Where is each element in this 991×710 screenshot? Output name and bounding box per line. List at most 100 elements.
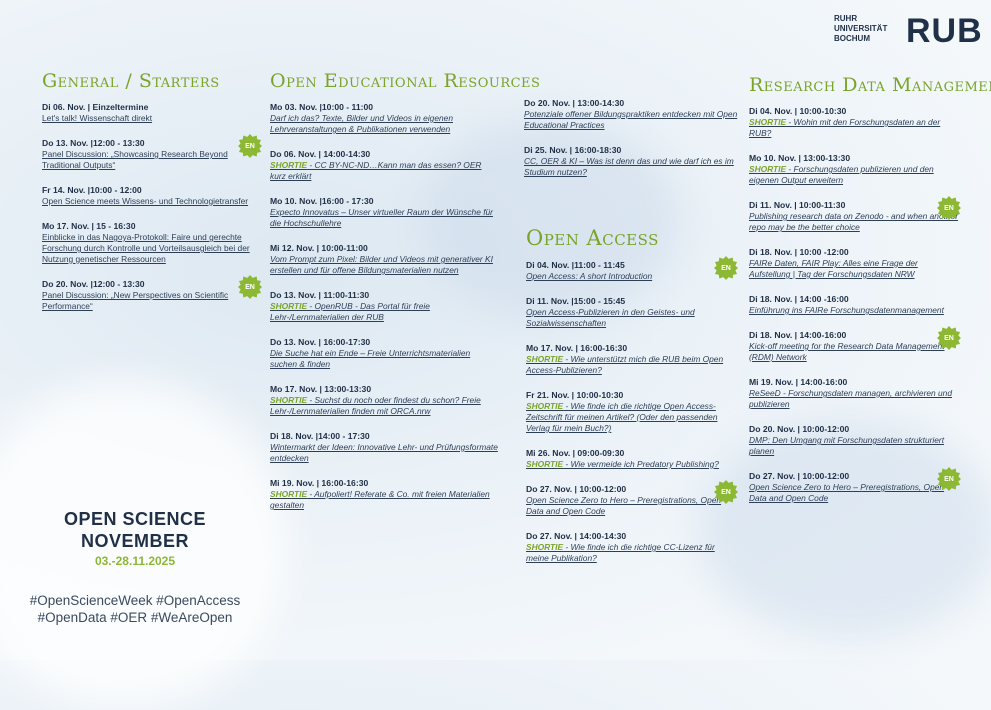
event-link[interactable]: Open Access: A short Introduction	[526, 271, 738, 282]
event-title: CC, OER & KI – Was ist denn das und wie …	[524, 156, 734, 177]
event-date: Do 27. Nov. | 10:00-12:00	[749, 471, 850, 481]
shortie-label: SHORTIE	[749, 117, 787, 127]
event-link[interactable]: ReSeeD - Forschungsdaten managen, archiv…	[749, 388, 959, 410]
event-date: Mo 17. Nov. | 15 - 16:30	[42, 221, 136, 231]
event-link[interactable]: SHORTIE - Wie finde ich die richtige CC-…	[526, 542, 738, 564]
event-title: - Wie finde ich die richtige Open Access…	[526, 401, 718, 433]
shortie-label: SHORTIE	[526, 354, 564, 364]
event-link[interactable]: CC, OER & KI – Was ist denn das und wie …	[524, 156, 742, 178]
event-link[interactable]: Kick-off meeting for the Research Data M…	[749, 341, 959, 363]
event-item: Di 11. Nov. | 10:00-11:30 Publishing rese…	[749, 196, 961, 233]
event-link[interactable]: Einblicke in das Nagoya-Protokoll: Faire…	[42, 232, 260, 265]
event-title: - CC BY-NC-ND…Kann man das essen? OER ku…	[270, 160, 482, 181]
campaign-line-1: OPEN SCIENCE	[63, 509, 207, 529]
event-link[interactable]: SHORTIE - Aufpoliert! Referate & Co. mit…	[270, 489, 498, 511]
shortie-label: SHORTIE	[270, 301, 308, 311]
event-title: Expecto Innovatus – Unser virtueller Rau…	[270, 207, 493, 228]
event-item: Do 13. Nov. |12:00 - 13:30 Panel Discussi…	[42, 134, 262, 171]
event-link[interactable]: Wintermarkt der Ideen: Innovative Lehr- …	[270, 442, 498, 464]
event-link[interactable]: FAIRe Daten, FAIR Play: Alles eine Frage…	[749, 258, 959, 280]
event-link[interactable]: Publishing research data on Zenodo - and…	[749, 211, 959, 233]
event-date: Di 18. Nov. |14:00 - 17:30	[270, 431, 370, 441]
event-title: - Suchst du noch oder findest du schon? …	[270, 395, 481, 416]
logo-line-1: RUHR	[834, 14, 858, 23]
event-link[interactable]: Open Access-Publizieren in den Geistes- …	[526, 307, 738, 329]
event-link[interactable]: Einführung ins FAIRe Forschungsdatenmana…	[749, 305, 959, 316]
event-item: Fr 21. Nov. | 10:00-10:30 SHORTIE - Wie f…	[526, 390, 738, 434]
event-link[interactable]: SHORTIE - Wie unterstützt mich die RUB b…	[526, 354, 738, 376]
event-list: Di 04. Nov. |11:00 - 11:45 Open Access: A…	[526, 256, 738, 564]
logo-mark: RUB	[906, 12, 983, 50]
event-list: Mo 03. Nov. |10:00 - 11:00 Darf ich das? …	[270, 102, 498, 511]
event-link[interactable]: Open Science Zero to Hero – Preregistrat…	[526, 495, 738, 517]
event-title: - Wie finde ich die richtige CC-Lizenz f…	[526, 542, 715, 563]
event-date: Mi 19. Nov. | 14:00-16:00	[749, 377, 848, 387]
event-item: Di 18. Nov. | 10:00 -12:00 FAIRe Daten, F…	[749, 247, 959, 280]
campaign-dates: 03.-28.11.2025	[94, 554, 176, 568]
event-link[interactable]: Expecto Innovatus – Unser virtueller Rau…	[270, 207, 498, 229]
event-list: Di 04. Nov. | 10:00-10:30 SHORTIE - Wohin…	[749, 106, 961, 504]
campaign-title: OPEN SCIENCE NOVEMBER 03.-28.11.2025	[40, 508, 230, 568]
event-item: Mo 17. Nov. | 16:00-16:30 SHORTIE - Wie u…	[526, 343, 738, 376]
event-link[interactable]: Darf ich das? Texte, Bilder und Videos i…	[270, 113, 498, 135]
event-date: Di 11. Nov. | 10:00-11:30	[749, 200, 846, 210]
event-date: Do 06. Nov. | 14:00-14:30	[270, 149, 371, 159]
event-link[interactable]: SHORTIE - OpenRUB - Das Portal für freie…	[270, 301, 498, 323]
event-title: Darf ich das? Texte, Bilder und Videos i…	[270, 113, 453, 134]
event-item: Mo 10. Nov. | 13:00-13:30 SHORTIE - Forsc…	[749, 153, 959, 186]
event-link[interactable]: DMP: Den Umgang mit Forschungsdaten stru…	[749, 435, 959, 457]
event-item: Do 20. Nov. | 10:00-12:00 DMP: Den Umgang…	[749, 424, 959, 457]
event-date: Mi 12. Nov. | 10:00-11:00	[270, 243, 368, 253]
event-item: Fr 14. Nov. |10:00 - 12:00 Open Science m…	[42, 185, 260, 207]
event-item: Mi 19. Nov. | 14:00-16:00 ReSeeD - Forsch…	[749, 377, 959, 410]
section-title-open-access: Open Access	[526, 226, 659, 250]
event-date: Mi 26. Nov. | 09:00-09:30	[526, 448, 625, 458]
event-link[interactable]: SHORTIE - Wie finde ich die richtige Ope…	[526, 401, 738, 434]
event-link[interactable]: Open Science meets Wissens- und Technolo…	[42, 196, 260, 207]
event-date: Mo 10. Nov. | 13:00-13:30	[749, 153, 851, 163]
event-link[interactable]: SHORTIE - Wohin mit den Forschungsdaten …	[749, 117, 959, 139]
event-title: Die Suche hat ein Ende – Freie Unterrich…	[270, 348, 471, 369]
shortie-label: SHORTIE	[526, 401, 564, 411]
event-title: Let's talk! Wissenschaft direkt	[42, 113, 153, 123]
event-link[interactable]: Open Science Zero to Hero – Preregistrat…	[749, 482, 959, 504]
event-title: Open Access-Publizieren in den Geistes- …	[526, 307, 695, 328]
event-link[interactable]: Let's talk! Wissenschaft direkt	[42, 113, 260, 124]
event-title: - Aufpoliert! Referate & Co. mit freien …	[270, 489, 490, 510]
event-title: Vom Prompt zum Pixel: Bilder und Videos …	[270, 254, 493, 275]
event-title: Wintermarkt der Ideen: Innovative Lehr- …	[270, 442, 498, 463]
event-item: Mo 03. Nov. |10:00 - 11:00 Darf ich das? …	[270, 102, 498, 135]
event-link[interactable]: Die Suche hat ein Ende – Freie Unterrich…	[270, 348, 498, 370]
event-item: Do 06. Nov. | 14:00-14:30 SHORTIE - CC BY…	[270, 149, 498, 182]
event-item: Di 18. Nov. |14:00 - 17:30 Wintermarkt de…	[270, 431, 498, 464]
event-date: Di 04. Nov. |11:00 - 11:45	[526, 260, 625, 270]
event-title: Kick-off meeting for the Research Data M…	[749, 341, 945, 362]
event-link[interactable]: Potenziale offener Bildungspraktiken ent…	[524, 109, 742, 131]
event-item: Di 11. Nov. |15:00 - 15:45 Open Access-Pu…	[526, 296, 738, 329]
event-link[interactable]: Panel Discussion: „Showcasing Research B…	[42, 149, 260, 171]
logo-line-2: UNIVERSITÄT	[834, 24, 888, 33]
event-list: Do 20. Nov. | 13:00-14:30 Potenziale offe…	[524, 98, 742, 178]
column-oer-continued: Do 20. Nov. | 13:00-14:30 Potenziale offe…	[524, 98, 742, 192]
event-title: Open Science Zero to Hero – Preregistrat…	[749, 482, 945, 503]
event-link[interactable]: Panel Discussion: „New Perspectives on S…	[42, 290, 260, 312]
event-date: Fr 14. Nov. |10:00 - 12:00	[42, 185, 142, 195]
column-research-data: Research Data Management Di 04. Nov. | 1…	[749, 74, 991, 518]
event-date: Do 13. Nov. | 16:00-17:30	[270, 337, 371, 347]
event-title: Einblicke in das Nagoya-Protokoll: Faire…	[42, 232, 250, 264]
event-item: Mi 12. Nov. | 10:00-11:00 Vom Prompt zum …	[270, 243, 498, 276]
event-date: Di 18. Nov. | 14:00-16:00	[749, 330, 847, 340]
event-date: Do 27. Nov. | 10:00-12:00	[526, 484, 627, 494]
event-item: Do 13. Nov. | 11:00-11:30 SHORTIE - OpenR…	[270, 290, 498, 323]
event-title: DMP: Den Umgang mit Forschungsdaten stru…	[749, 435, 945, 456]
event-link[interactable]: SHORTIE - CC BY-NC-ND…Kann man das essen…	[270, 160, 498, 182]
event-item: Di 25. Nov. | 16:00-18:30 CC, OER & KI – …	[524, 145, 742, 178]
event-link[interactable]: SHORTIE - Suchst du noch oder findest du…	[270, 395, 498, 417]
event-date: Fr 21. Nov. | 10:00-10:30	[526, 390, 624, 400]
event-title: Panel Discussion: „New Perspectives on S…	[42, 290, 229, 311]
shortie-label: SHORTIE	[749, 164, 787, 174]
event-link[interactable]: Vom Prompt zum Pixel: Bilder und Videos …	[270, 254, 498, 276]
event-link[interactable]: SHORTIE - Wie vermeide ich Predatory Pub…	[526, 459, 738, 470]
event-link[interactable]: SHORTIE - Forschungsdaten publizieren un…	[749, 164, 959, 186]
rub-logo: RUHR UNIVERSITÄT BOCHUM RUB	[834, 12, 982, 50]
